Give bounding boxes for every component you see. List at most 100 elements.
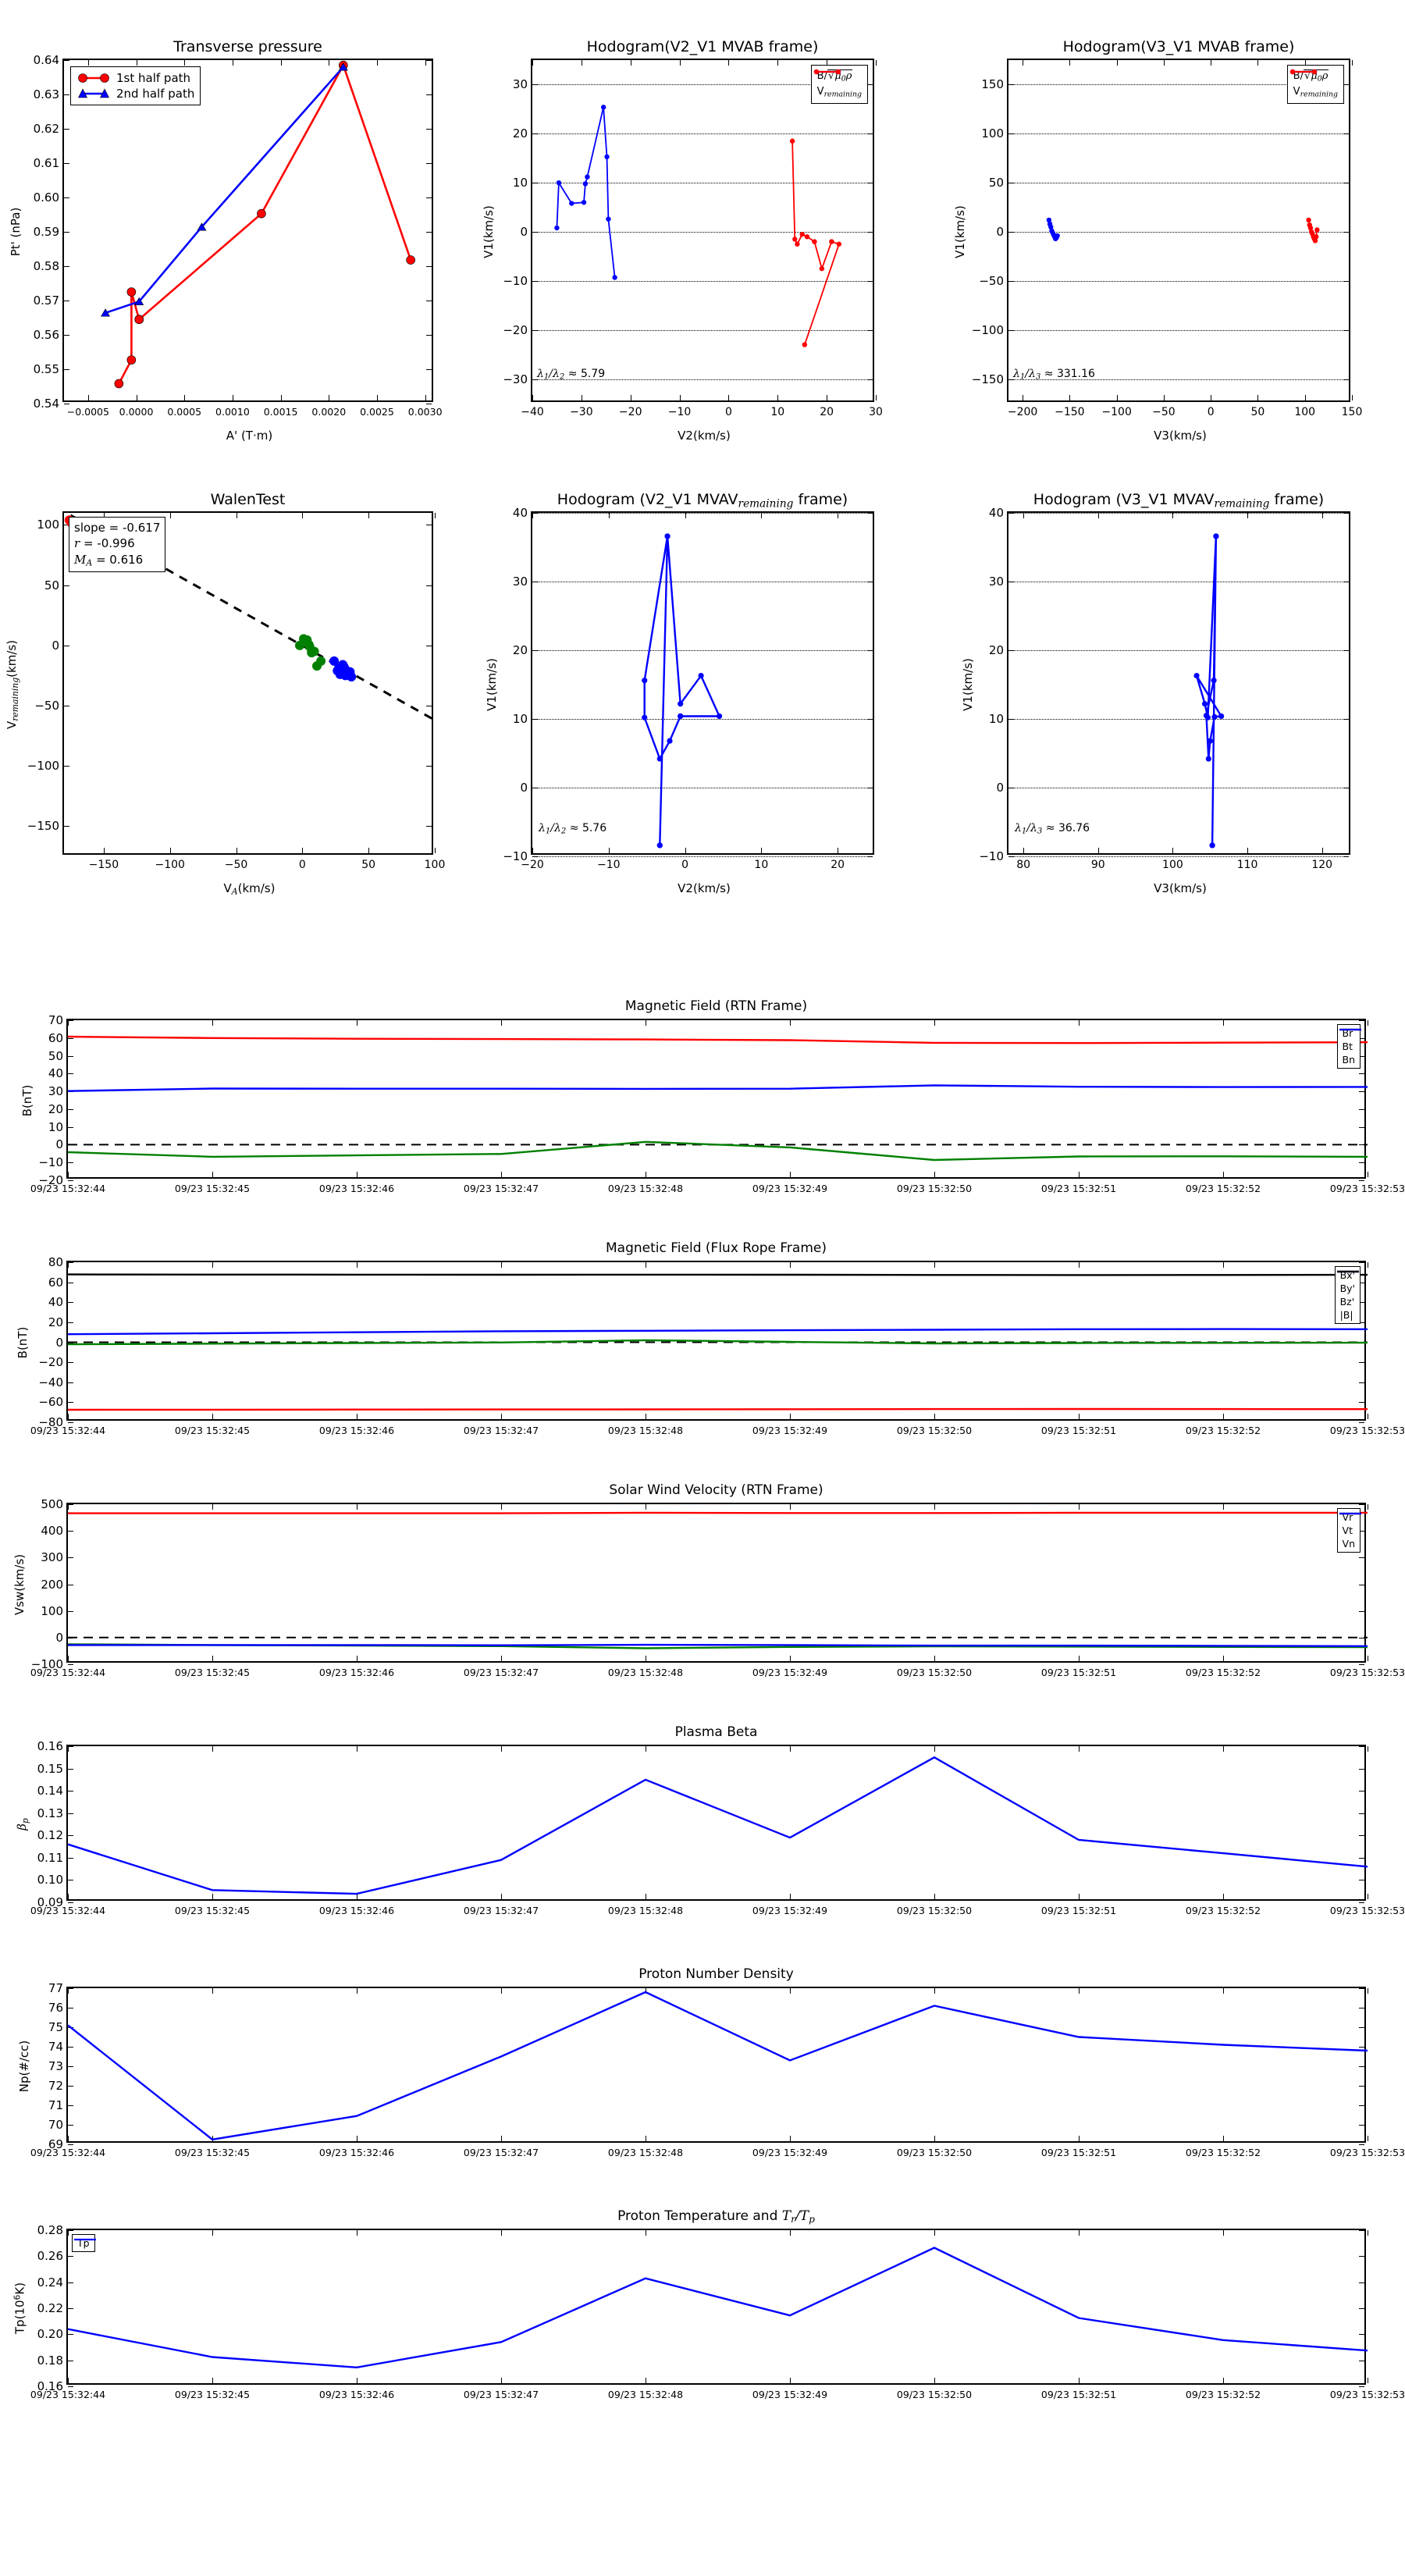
x-tick-mark: [1079, 1172, 1080, 1177]
gridline-horizontal: [532, 513, 873, 514]
time-tick-label: 09/23 15:32:51: [1040, 1183, 1117, 1194]
data-line: [68, 1511, 1368, 1514]
time-tick-label: 09/23 15:32:53: [1329, 1183, 1405, 1194]
y-tick-mark: [1359, 1610, 1364, 1612]
data-point: [126, 355, 137, 365]
x-tick-mark: [934, 1020, 935, 1026]
time-tick-label: 09/23 15:32:51: [1040, 1905, 1117, 1916]
x-tick-label: 0: [681, 859, 689, 871]
data-point: [1207, 738, 1213, 744]
data-point: [656, 842, 663, 849]
data-point: [134, 315, 144, 325]
gridline-horizontal: [532, 719, 873, 720]
data-point: [114, 379, 124, 389]
y-axis-label: Vremaining(km/s): [5, 639, 20, 730]
y-tick-label: 0.26: [37, 2249, 63, 2264]
legend-marker-icon: [78, 88, 109, 98]
y-tick-mark: [68, 1322, 73, 1323]
y-tick-mark: [68, 2386, 73, 2387]
proton-number-density-plot: [68, 1991, 1368, 2141]
x-axis-label: V2(km/s): [678, 429, 731, 443]
panel-walen-test-axes: −150 −100 −50 0 50 100 −150 −100 −50 0 50 100 Vremai…: [5, 511, 445, 897]
panel-hodogram-v3v1-mvav-axes: −10 0 10 20 30 40 80 90 100 110 120 V1(km/s) V3(km/s…: [961, 506, 1350, 895]
time-tick-label: 09/23 15:32:52: [1185, 2389, 1261, 2400]
x-tick-mark: [790, 1746, 791, 1752]
x-tick-mark: [1223, 1894, 1224, 1899]
x-tick-mark: [212, 1746, 213, 1752]
x-tick-label: 0.0015: [263, 406, 298, 418]
data-point: [664, 533, 670, 539]
gridline-horizontal: [1008, 513, 1349, 514]
x-tick-mark: [790, 2378, 791, 2383]
magnetic-field-flux-rope-plot: [68, 1273, 1368, 1411]
y-tick-label: 20: [512, 643, 528, 657]
y-tick-label: 0.54: [33, 397, 59, 411]
y-tick-label: 0.56: [33, 328, 59, 342]
y-tick-mark: [1359, 2144, 1364, 2145]
time-tick-label: 09/23 15:32:46: [318, 1425, 395, 1436]
legend-label: Vremaining: [816, 85, 862, 99]
y-tick-mark: [1359, 1091, 1364, 1093]
x-tick-mark: [68, 1894, 69, 1899]
y-tick-mark: [64, 266, 69, 267]
x-tick-mark: [1223, 1504, 1224, 1510]
y-axis-label: V1(km/s): [482, 205, 496, 258]
x-tick-mark: [1257, 395, 1259, 400]
x-tick-mark: [1023, 848, 1025, 853]
data-point-triangle: [134, 297, 144, 306]
y-tick-mark: [1359, 1126, 1364, 1128]
x-tick-label: 10: [770, 406, 785, 418]
y-tick-mark: [64, 94, 69, 95]
y-tick-mark: [64, 60, 69, 61]
y-tick-mark: [68, 1055, 73, 1057]
x-tick-label: 100: [424, 859, 446, 871]
y-tick-label: 72: [48, 2079, 63, 2093]
x-tick-mark: [368, 848, 370, 853]
x-tick-label: −150: [1055, 406, 1085, 418]
x-tick-mark: [501, 2230, 502, 2236]
data-point: [1048, 224, 1054, 229]
y-tick-label: 69: [48, 2137, 63, 2151]
y-tick-label: 10: [512, 176, 528, 190]
time-tick-label: 09/23 15:32:53: [1329, 2147, 1405, 2158]
x-tick-mark: [68, 1746, 69, 1752]
x-tick-mark: [1079, 2136, 1080, 2141]
legend-marker-icon: [1289, 69, 1317, 75]
x-axis-label: A' (T·m): [226, 429, 273, 443]
legend-label: Bt: [1342, 1041, 1353, 1052]
y-tick-mark: [68, 1902, 73, 1903]
x-tick-mark: [1247, 848, 1249, 853]
y-tick-label: 400: [41, 1524, 63, 1539]
hodogram-v2v1-mvav-plot: [642, 533, 723, 849]
y-tick-label: 0.28: [37, 2223, 63, 2237]
gridline-horizontal: [532, 280, 873, 282]
time-tick-label: 09/23 15:32:48: [607, 2389, 684, 2400]
y-tick-mark: [426, 369, 432, 370]
lambda-ratio-annotation: λ1/λ2 ≈ 5.76: [539, 822, 607, 836]
y-tick-mark: [1359, 2230, 1364, 2231]
time-tick-label: 09/23 15:32:49: [752, 1667, 828, 1678]
time-tick-label: 09/23 15:32:44: [30, 1183, 106, 1194]
time-tick-label: 09/23 15:32:45: [174, 1183, 251, 1194]
data-line: [68, 1339, 1368, 1346]
panel-solar-wind-velocity-rtn-axes: −100 0 100 200 300 400 500 09/23 15:32:44 09/23 …: [12, 1497, 1405, 1678]
x-tick-mark: [934, 1656, 935, 1661]
time-tick-label: 09/23 15:32:48: [607, 1183, 684, 1194]
transverse-pressure-plot: [101, 60, 415, 389]
y-tick-label: −80: [38, 1415, 63, 1429]
x-tick-mark: [1079, 1020, 1080, 1026]
y-axis-label: B(nT): [16, 1326, 30, 1358]
y-tick-mark: [68, 1531, 73, 1532]
x-tick-mark: [790, 2136, 791, 2141]
x-tick-mark: [1223, 1746, 1224, 1752]
y-tick-mark: [1359, 1422, 1364, 1423]
y-tick-mark: [1359, 1037, 1364, 1039]
panel-proton-number-density-title: Proton Number Density: [638, 1966, 794, 1982]
data-point: [792, 237, 798, 242]
x-tick-label: −100: [1101, 406, 1132, 418]
x-tick-mark: [68, 1504, 69, 1510]
panel-magnetic-field-rtn: Magnetic Field (RTN Frame) −20 −10 0 10 20 30 4…: [20, 998, 1405, 1194]
x-tick-mark: [212, 1020, 213, 1026]
time-tick-label: 09/23 15:32:44: [30, 1425, 106, 1436]
panel-plasma-beta-title: Plasma Beta: [674, 1724, 758, 1740]
